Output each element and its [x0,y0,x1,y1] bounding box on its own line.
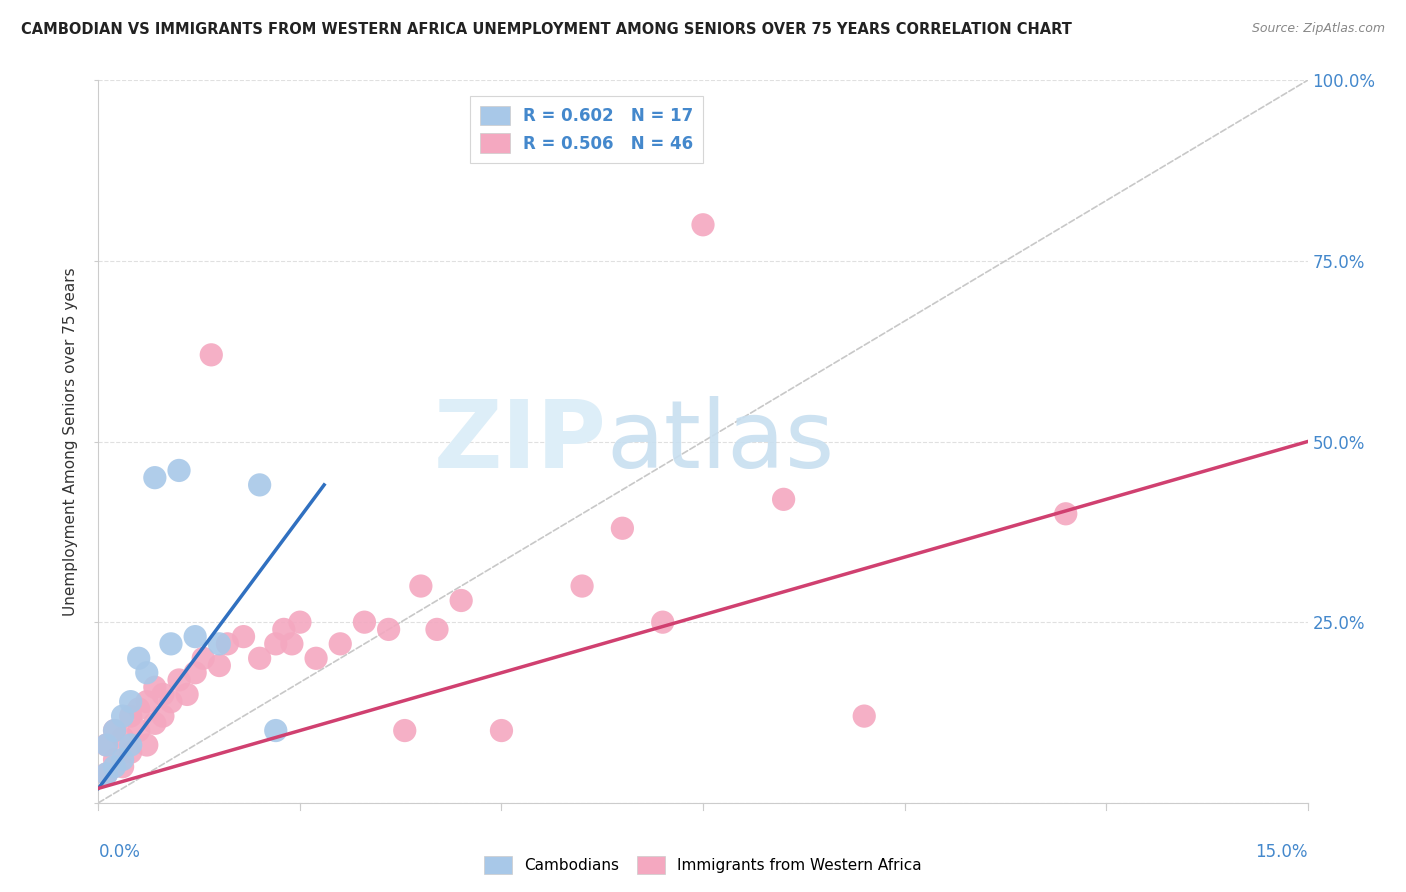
Point [249,478,271,492]
Point [426,623,449,637]
Text: atlas: atlas [606,395,835,488]
Point [120,695,142,709]
Text: ZIP: ZIP [433,395,606,488]
Point [409,579,432,593]
Point [571,579,593,593]
Point [135,695,157,709]
Point [96,738,118,752]
Point [160,695,183,709]
Point [103,723,125,738]
Point [111,752,134,766]
Point [264,723,287,738]
Legend: R = 0.602   N = 17, R = 0.506   N = 46: R = 0.602 N = 17, R = 0.506 N = 46 [470,95,703,162]
Point [128,651,150,665]
Point [120,745,142,759]
Point [143,716,166,731]
Point [288,615,311,630]
Point [111,731,134,745]
Point [281,637,304,651]
Point [135,738,157,752]
Point [167,463,190,477]
Point [193,651,215,665]
Point [651,615,673,630]
Y-axis label: Unemployment Among Seniors over 75 years: Unemployment Among Seniors over 75 years [63,268,79,615]
Point [353,615,375,630]
Point [450,593,472,607]
Point [273,623,295,637]
Point [329,637,352,651]
Point [96,738,118,752]
Point [491,723,513,738]
Legend: Cambodians, Immigrants from Western Africa: Cambodians, Immigrants from Western Afri… [478,850,928,880]
Point [135,665,157,680]
Point [184,630,207,644]
Point [249,651,271,665]
Point [103,752,125,766]
Point [232,630,254,644]
Point [96,767,118,781]
Point [96,767,118,781]
Point [184,665,207,680]
Point [377,623,399,637]
Point [160,637,183,651]
Point [217,637,239,651]
Point [111,760,134,774]
Point [200,348,222,362]
Point [264,637,287,651]
Point [612,521,634,535]
Point [853,709,876,723]
Point [103,723,125,738]
Text: Source: ZipAtlas.com: Source: ZipAtlas.com [1251,22,1385,36]
Point [143,680,166,694]
Point [120,738,142,752]
Point [103,760,125,774]
Point [128,702,150,716]
Point [128,723,150,738]
Point [152,709,174,723]
Point [208,637,231,651]
Text: 15.0%: 15.0% [1256,843,1308,861]
Point [394,723,416,738]
Point [176,687,198,701]
Point [167,673,190,687]
Point [692,218,714,232]
Text: CAMBODIAN VS IMMIGRANTS FROM WESTERN AFRICA UNEMPLOYMENT AMONG SENIORS OVER 75 Y: CAMBODIAN VS IMMIGRANTS FROM WESTERN AFR… [21,22,1071,37]
Point [143,470,166,484]
Point [152,687,174,701]
Point [1054,507,1077,521]
Point [120,709,142,723]
Point [208,658,231,673]
Text: 0.0%: 0.0% [98,843,141,861]
Point [111,709,134,723]
Point [305,651,328,665]
Point [772,492,794,507]
